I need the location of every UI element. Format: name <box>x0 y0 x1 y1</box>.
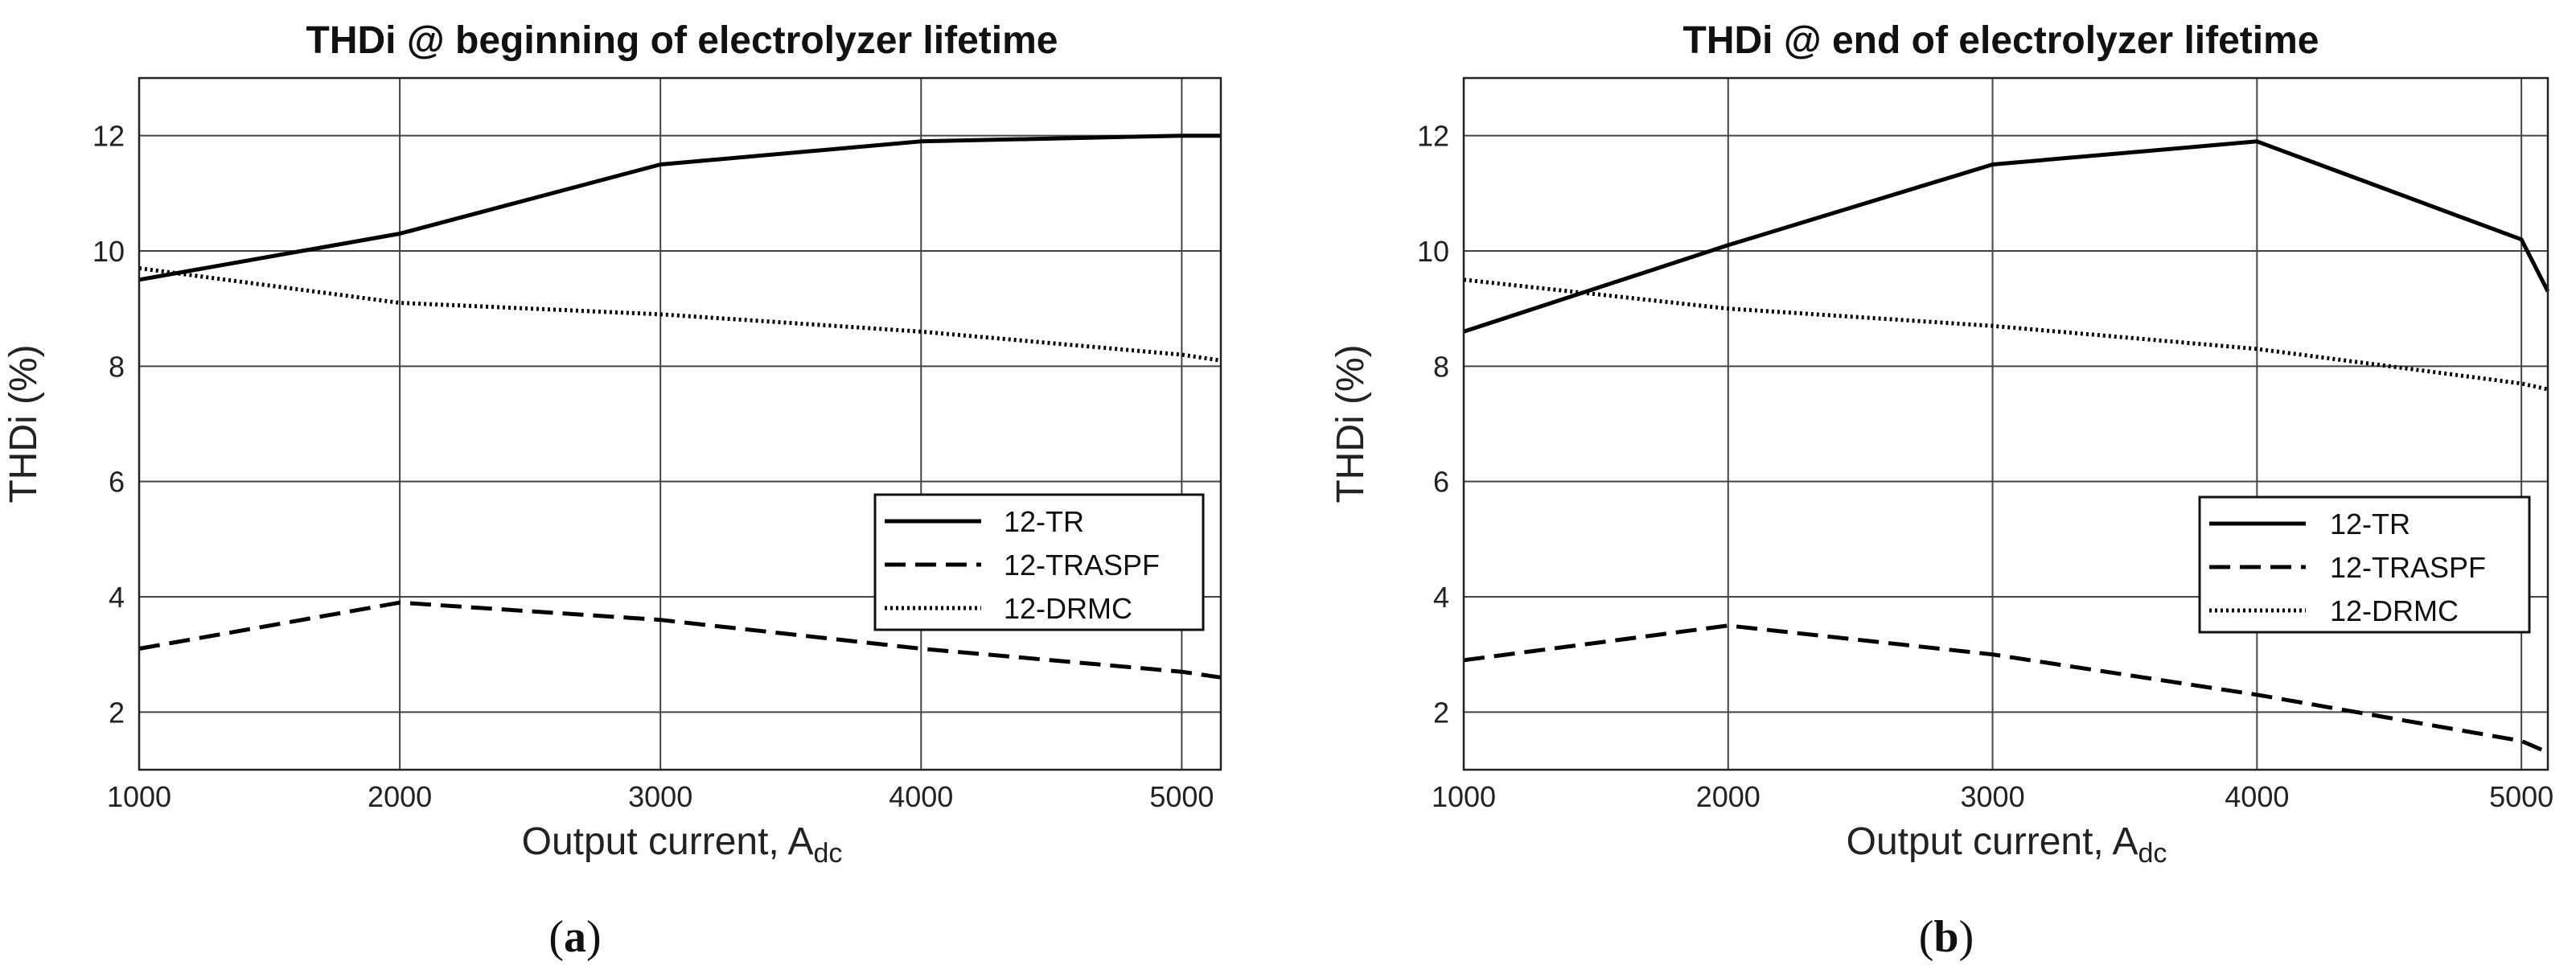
x-tick-label-4000-b: 4000 <box>2225 780 2289 813</box>
legend-label-12-tr-a: 12-TR <box>1004 505 1084 538</box>
x-axis-label-subscript-b: dc <box>2138 838 2167 869</box>
caption-close-paren-a: ) <box>586 912 602 962</box>
series-line-12-drmc-b <box>1463 277 2549 392</box>
y-tick-label-10-b: 10 <box>1417 235 1449 268</box>
tick-labels-b: 1000 2000 3000 4000 5000 2 4 6 8 10 12 <box>1417 120 2553 813</box>
y-axis-label-b: THDi (%) <box>1329 344 1372 503</box>
plot-frame-a <box>138 76 1222 771</box>
y-tick-label-12-b: 12 <box>1417 120 1449 153</box>
y-tick-label-2-b: 2 <box>1433 696 1449 729</box>
caption-letter-a: a <box>564 912 586 962</box>
chart-title-b: THDi @ end of electrolyzer lifetime <box>1683 19 2319 62</box>
series-group-b <box>1463 139 2550 754</box>
y-tick-label-12-a: 12 <box>92 120 125 153</box>
caption-letter-b: b <box>1933 912 1958 962</box>
y-tick-label-6-b: 6 <box>1433 466 1449 499</box>
x-axis-label-main-a: Output current, A <box>522 820 814 863</box>
chart-title-a: THDi @ beginning of electrolyzer lifetim… <box>306 19 1058 62</box>
chart-panel-a: THDi @ beginning of electrolyzer lifetim… <box>2 19 1222 962</box>
series-line-12-traspf-a <box>138 600 1222 680</box>
series-line-12-drmc-a <box>138 266 1222 363</box>
series-line-12-tr-a <box>138 134 1221 282</box>
y-tick-label-6-a: 6 <box>109 466 125 499</box>
x-tick-label-4000-a: 4000 <box>889 780 953 813</box>
caption-open-paren-b: ( <box>1919 912 1934 962</box>
legend-a: 12-TR 12-TRASPF 12-DRMC <box>873 493 1205 631</box>
chart-panel-b: THDi @ end of electrolyzer lifetime 1000… <box>1329 19 2553 962</box>
x-tick-label-5000-a: 5000 <box>1149 780 1214 813</box>
caption-open-paren-a: ( <box>548 912 564 962</box>
series-group-a <box>138 134 1222 680</box>
y-tick-label-2-a: 2 <box>109 696 125 729</box>
x-axis-label-main-b: Output current, A <box>1847 820 2138 863</box>
legend-label-12-drmc-b: 12-DRMC <box>2330 594 2459 627</box>
y-tick-label-8-b: 8 <box>1433 350 1449 383</box>
x-tick-label-3000-a: 3000 <box>628 780 692 813</box>
y-tick-label-4-a: 4 <box>109 581 125 614</box>
caption-a: (a) <box>548 912 601 962</box>
x-tick-label-3000-b: 3000 <box>1961 780 2025 813</box>
x-tick-label-2000-b: 2000 <box>1696 780 1760 813</box>
legend-b: 12-TR 12-TRASPF 12-DRMC <box>2198 495 2531 634</box>
legend-label-12-drmc-a: 12-DRMC <box>1004 592 1132 625</box>
x-tick-label-1000-a: 1000 <box>107 780 171 813</box>
y-tick-label-4-b: 4 <box>1433 581 1449 614</box>
series-line-12-traspf-b <box>1463 623 2549 754</box>
legend-label-12-tr-b: 12-TR <box>2330 508 2410 540</box>
x-axis-label-b: Output current, Adc <box>1847 820 2167 869</box>
x-axis-label-subscript-a: dc <box>813 838 842 869</box>
legend-label-12-traspf-a: 12-TRASPF <box>1004 549 1160 582</box>
tick-labels-a: 1000 2000 3000 4000 5000 2 4 6 8 10 12 <box>92 120 1214 813</box>
x-axis-label-a: Output current, Adc <box>522 820 843 869</box>
x-tick-label-2000-a: 2000 <box>368 780 432 813</box>
y-tick-label-8-a: 8 <box>109 350 125 383</box>
series-line-12-tr-b <box>1463 139 2550 334</box>
y-axis-label-a: THDi (%) <box>2 344 45 503</box>
y-tick-label-10-a: 10 <box>92 235 125 268</box>
caption-close-paren-b: ) <box>1959 912 1974 962</box>
caption-b: (b) <box>1919 912 1974 962</box>
x-tick-label-5000-b: 5000 <box>2489 780 2553 813</box>
x-tick-label-1000-b: 1000 <box>1432 780 1496 813</box>
legend-label-12-traspf-b: 12-TRASPF <box>2330 551 2486 584</box>
plot-frame-b <box>1462 76 2549 771</box>
